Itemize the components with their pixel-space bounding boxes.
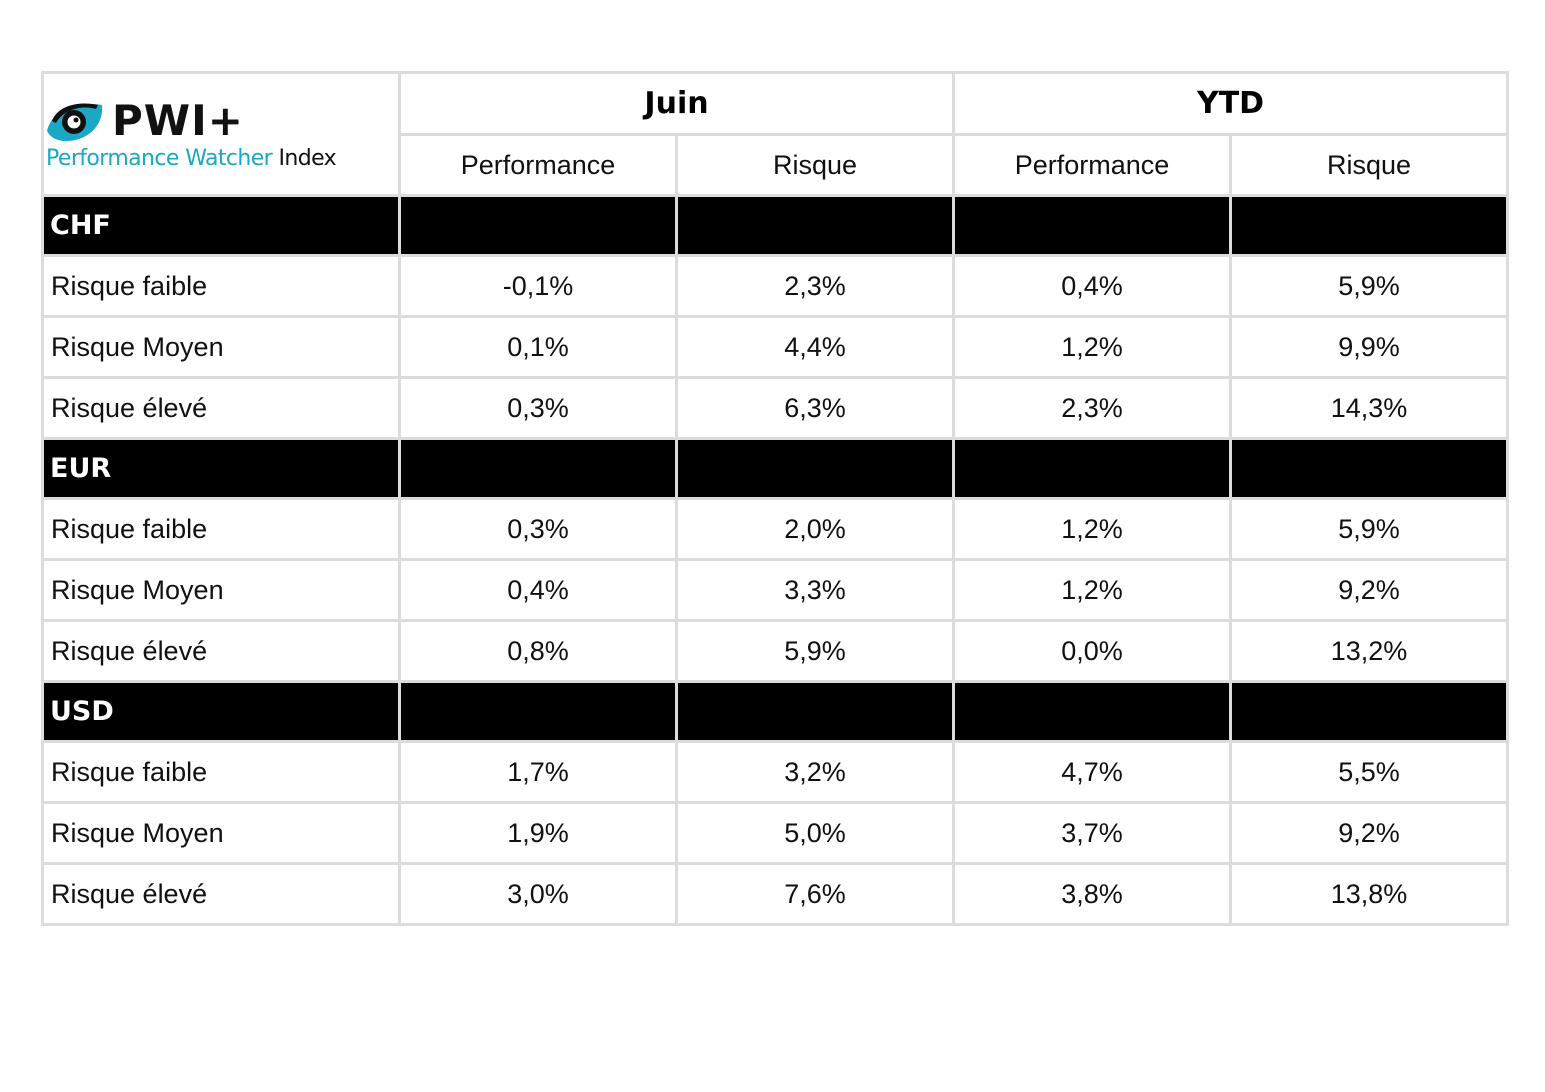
cell-value: 3,7%: [952, 801, 1233, 865]
cell-value: 5,5%: [1229, 740, 1510, 804]
cell-value: 3,2%: [674, 740, 956, 804]
row-label: Risque faible: [41, 740, 401, 804]
cell-value: 3,3%: [674, 558, 956, 622]
cell-value: 1,2%: [952, 558, 1233, 622]
table-row: Risque faible 1,7% 3,2% 4,7% 5,5%: [41, 740, 1510, 804]
row-label: Risque Moyen: [41, 315, 401, 379]
cell-value: 1,9%: [398, 801, 678, 865]
table-row: Risque Moyen 1,9% 5,0% 3,7% 9,2%: [41, 801, 1510, 865]
performance-table: PWI+ Performance Watcher Index Juin YTD …: [41, 71, 1510, 926]
cell-value: 5,9%: [674, 619, 956, 683]
table-row: Risque faible 0,3% 2,0% 1,2% 5,9%: [41, 497, 1510, 561]
cell-value: 6,3%: [674, 376, 956, 440]
cell-value: 5,0%: [674, 801, 956, 865]
logo-brand: PWI+: [112, 96, 244, 145]
table-row: Risque élevé 0,3% 6,3% 2,3% 14,3%: [41, 376, 1510, 440]
table-row: Risque faible -0,1% 2,3% 0,4% 5,9%: [41, 254, 1510, 318]
cell-value: 2,0%: [674, 497, 956, 561]
cell-value: 0,0%: [952, 619, 1233, 683]
cell-value: 0,4%: [398, 558, 678, 622]
period-header-june: Juin: [397, 71, 956, 136]
period-header-ytd: YTD: [952, 71, 1510, 136]
row-label: Risque élevé: [41, 619, 401, 683]
cell-value: 1,2%: [952, 315, 1233, 379]
cell-value: 1,7%: [398, 740, 678, 804]
cell-value: 5,9%: [1229, 497, 1510, 561]
column-header-performance: Performance: [952, 133, 1233, 197]
cell-value: 5,9%: [1229, 254, 1510, 318]
cell-value: 13,2%: [1229, 619, 1510, 683]
column-header-performance: Performance: [398, 133, 678, 197]
cell-value: 1,2%: [952, 497, 1233, 561]
cell-value: 0,3%: [398, 376, 678, 440]
row-label: Risque Moyen: [41, 801, 401, 865]
column-header-risque: Risque: [1229, 133, 1510, 197]
cell-value: 0,3%: [398, 497, 678, 561]
cell-value: 7,6%: [674, 862, 956, 926]
row-label: Risque élevé: [41, 862, 401, 926]
section-label: EUR: [41, 437, 401, 500]
eye-icon: [47, 103, 103, 141]
section-label: CHF: [41, 194, 401, 257]
section-label: USD: [41, 680, 401, 743]
cell-value: -0,1%: [398, 254, 678, 318]
cell-value: 0,8%: [398, 619, 678, 683]
cell-value: 14,3%: [1229, 376, 1510, 440]
cell-value: 0,1%: [398, 315, 678, 379]
table-row: Risque élevé 0,8% 5,9% 0,0% 13,2%: [41, 619, 1510, 683]
table-row: Risque Moyen 0,4% 3,3% 1,2% 9,2%: [41, 558, 1510, 622]
cell-value: 3,8%: [952, 862, 1233, 926]
section-row-eur: EUR: [41, 437, 1510, 500]
cell-value: 13,8%: [1229, 862, 1510, 926]
cell-value: 9,9%: [1229, 315, 1510, 379]
logo-subtitle-part1: Performance Watcher: [46, 146, 273, 171]
cell-value: 4,7%: [952, 740, 1233, 804]
cell-value: 0,4%: [952, 254, 1233, 318]
row-label: Risque faible: [41, 254, 401, 318]
cell-value: 9,2%: [1229, 801, 1510, 865]
cell-value: 3,0%: [398, 862, 678, 926]
column-header-risque: Risque: [674, 133, 956, 197]
logo-subtitle: Performance Watcher Index: [44, 148, 398, 170]
row-label: Risque élevé: [41, 376, 401, 440]
cell-value: 4,4%: [674, 315, 956, 379]
table-row: Risque élevé 3,0% 7,6% 3,8% 13,8%: [41, 862, 1510, 926]
row-label: Risque faible: [41, 497, 401, 561]
cell-value: 2,3%: [952, 376, 1233, 440]
section-row-chf: CHF: [41, 194, 1510, 257]
row-label: Risque Moyen: [41, 558, 401, 622]
section-row-usd: USD: [41, 680, 1510, 743]
cell-value: 2,3%: [674, 254, 956, 318]
table-row: Risque Moyen 0,1% 4,4% 1,2% 9,9%: [41, 315, 1510, 379]
logo-subtitle-part2: Index: [272, 146, 337, 171]
logo: PWI+ Performance Watcher Index: [41, 71, 401, 197]
cell-value: 9,2%: [1229, 558, 1510, 622]
